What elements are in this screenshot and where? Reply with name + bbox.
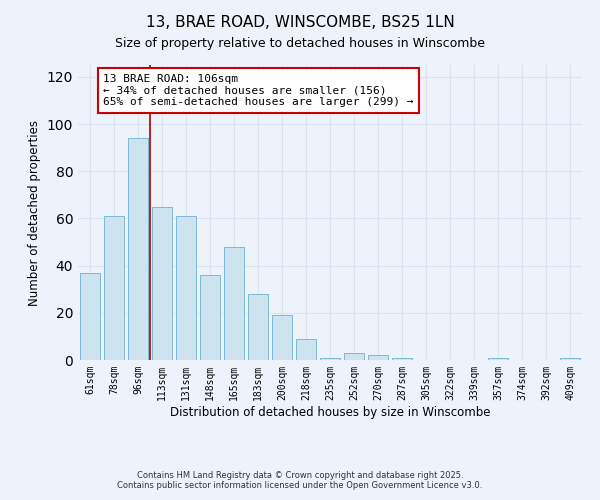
Bar [128,138,148,360]
Bar [272,315,292,360]
Bar [296,339,316,360]
Bar [176,216,196,360]
Bar [248,294,268,360]
Bar [560,358,580,360]
Bar [224,246,244,360]
Text: Contains HM Land Registry data © Crown copyright and database right 2025.
Contai: Contains HM Land Registry data © Crown c… [118,470,482,490]
Bar [152,206,172,360]
Bar [368,356,388,360]
X-axis label: Distribution of detached houses by size in Winscombe: Distribution of detached houses by size … [170,406,490,418]
Bar [200,275,220,360]
Bar [320,358,340,360]
Bar [392,358,412,360]
Text: 13 BRAE ROAD: 106sqm
← 34% of detached houses are smaller (156)
65% of semi-deta: 13 BRAE ROAD: 106sqm ← 34% of detached h… [103,74,414,107]
Bar [344,353,364,360]
Y-axis label: Number of detached properties: Number of detached properties [28,120,41,306]
Bar [80,272,100,360]
Bar [488,358,508,360]
Bar [104,216,124,360]
Text: 13, BRAE ROAD, WINSCOMBE, BS25 1LN: 13, BRAE ROAD, WINSCOMBE, BS25 1LN [146,15,454,30]
Text: Size of property relative to detached houses in Winscombe: Size of property relative to detached ho… [115,38,485,51]
